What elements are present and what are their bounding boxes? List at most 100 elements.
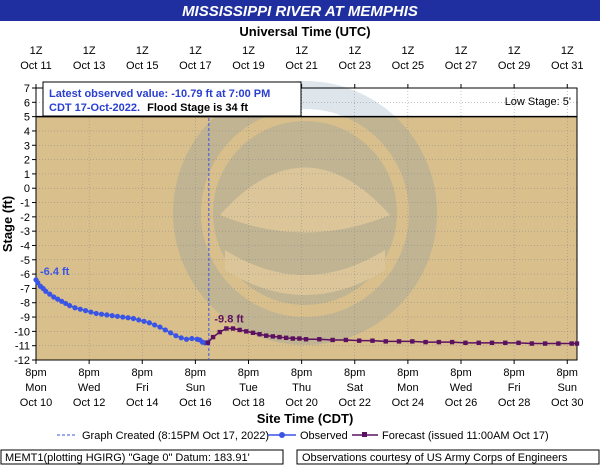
observed-point bbox=[173, 333, 179, 339]
top-tick-label: 1Z bbox=[561, 45, 574, 57]
x-tick-label: Oct 10 bbox=[20, 397, 52, 409]
forecast-point bbox=[476, 340, 481, 346]
top-tick-label: 1Z bbox=[242, 45, 255, 57]
forecast-point bbox=[244, 329, 249, 334]
y-tick-label: -1 bbox=[20, 198, 30, 210]
observed-point bbox=[136, 317, 142, 323]
forecast-point bbox=[224, 326, 229, 331]
top-tick-label: Oct 21 bbox=[285, 60, 317, 72]
y-tick-label: -11 bbox=[15, 341, 30, 353]
observed-point bbox=[189, 335, 195, 342]
legend-forecast-marker bbox=[362, 432, 367, 437]
top-tick-label: 1Z bbox=[189, 45, 202, 57]
x-tick-label: 8pm bbox=[450, 367, 471, 379]
legend: Graph Created (8:15PM Oct 17, 2022) Obse… bbox=[57, 430, 549, 442]
title-bar bbox=[0, 0, 600, 21]
forecast-point bbox=[423, 339, 428, 345]
y-tick-label: -6 bbox=[20, 269, 30, 281]
top-tick-label: Oct 25 bbox=[392, 60, 424, 72]
x-tick-label: 8pm bbox=[185, 367, 206, 379]
x-tick-label: Oct 14 bbox=[126, 397, 158, 409]
top-tick-label: Oct 31 bbox=[551, 60, 583, 72]
y-tick-label: -12 bbox=[14, 355, 30, 367]
observed-point bbox=[88, 309, 94, 315]
y-tick-label: 2 bbox=[24, 155, 30, 167]
observed-point bbox=[146, 320, 152, 326]
x-tick-label: 8pm bbox=[78, 367, 99, 379]
x-tick-label: Tue bbox=[239, 382, 258, 394]
observed-crest-label: -6.4 ft bbox=[40, 266, 70, 278]
top-axis: 1Z Oct 11 1Z Oct 13 1Z Oct 15 1Z Oct 17 1Z Oct 19… bbox=[20, 45, 583, 88]
forecast-point bbox=[383, 339, 388, 344]
forecast-point bbox=[237, 327, 242, 333]
observed-point bbox=[104, 312, 110, 318]
observed-point bbox=[72, 305, 78, 311]
top-tick-label: Oct 27 bbox=[445, 60, 477, 72]
svg-text:CDT 17-Oct-2022. Flood S: CDT 17-Oct-2022. Flood Stage is 34 ft bbox=[49, 102, 248, 114]
footer-datum: MEMT1(plotting HGIRG) "Gage 0" Datum: 18… bbox=[5, 452, 250, 464]
y-tick-label: -2 bbox=[20, 212, 30, 224]
y-tick-label: -4 bbox=[20, 240, 30, 252]
observed-point bbox=[167, 330, 174, 336]
forecast-point bbox=[277, 334, 282, 340]
plot-area bbox=[36, 88, 577, 360]
forecast-point bbox=[489, 340, 495, 346]
top-tick-label: 1Z bbox=[401, 45, 414, 57]
y-tick-label: -7 bbox=[20, 283, 30, 295]
x-tick-label: Oct 26 bbox=[445, 397, 477, 409]
observed-point bbox=[82, 308, 89, 314]
low-stage-label: Low Stage: 5' bbox=[505, 96, 571, 108]
observed-point bbox=[55, 296, 61, 302]
forecast-point bbox=[217, 329, 222, 335]
observed-point bbox=[157, 324, 163, 330]
x-tick-label: Mon bbox=[397, 382, 418, 394]
top-tick-label: 1Z bbox=[348, 45, 361, 57]
observed-point bbox=[130, 315, 136, 322]
x-tick-label: Oct 16 bbox=[179, 397, 211, 409]
x-axis: 8pm Mon Oct 10 8pm Wed Oct 12 8pm Fri Oct 14 8pm S… bbox=[20, 360, 583, 409]
info-line-2-flood: Flood Stage is 34 ft bbox=[147, 102, 248, 114]
x-tick-label: Sat bbox=[346, 382, 363, 394]
legend-observed-label: Observed bbox=[300, 430, 348, 442]
y-tick-label: 6 bbox=[24, 97, 30, 109]
forecast-point bbox=[317, 337, 322, 342]
forecast-point bbox=[283, 335, 289, 341]
top-tick-label: Oct 23 bbox=[339, 60, 371, 72]
x-axis-label: Site Time (CDT) bbox=[257, 411, 354, 426]
forecast-point bbox=[270, 334, 276, 339]
observed-point bbox=[162, 327, 168, 333]
y-tick-label: -9 bbox=[20, 312, 30, 324]
observed-point bbox=[178, 335, 184, 341]
forecast-point bbox=[205, 340, 210, 345]
forecast-point bbox=[449, 339, 455, 345]
forecast-point bbox=[356, 338, 362, 343]
x-tick-label: 8pm bbox=[503, 367, 524, 379]
x-tick-label: Mon bbox=[25, 382, 46, 394]
forecast-point bbox=[250, 330, 256, 335]
forecast-point bbox=[297, 336, 302, 341]
forecast-point bbox=[343, 337, 349, 343]
forecast-point bbox=[410, 339, 415, 344]
x-tick-label: Oct 18 bbox=[232, 397, 264, 409]
observed-point bbox=[109, 313, 115, 319]
top-tick-label: Oct 19 bbox=[232, 60, 264, 72]
x-tick-label: Sun bbox=[186, 382, 206, 394]
observed-point bbox=[93, 310, 99, 317]
observed-point bbox=[51, 294, 57, 300]
observed-point bbox=[43, 288, 49, 294]
forecast-point bbox=[436, 339, 442, 345]
x-tick-label: 8pm bbox=[132, 367, 153, 379]
forecast-point bbox=[463, 340, 468, 346]
forecast-point bbox=[516, 340, 521, 346]
x-tick-label: 8pm bbox=[291, 367, 312, 379]
y-tick-label: -8 bbox=[20, 298, 30, 310]
x-tick-label: Fri bbox=[508, 382, 521, 394]
x-tick-label: 8pm bbox=[344, 367, 365, 379]
x-tick-label: Oct 20 bbox=[285, 397, 317, 409]
x-tick-label: Wed bbox=[78, 382, 100, 394]
observed-point bbox=[63, 300, 69, 307]
forecast-point bbox=[569, 341, 574, 346]
info-line-1: Latest observed value: -10.79 ft at 7:00… bbox=[49, 88, 270, 100]
top-tick-label: 1Z bbox=[30, 45, 43, 57]
x-tick-label: Oct 30 bbox=[551, 397, 583, 409]
